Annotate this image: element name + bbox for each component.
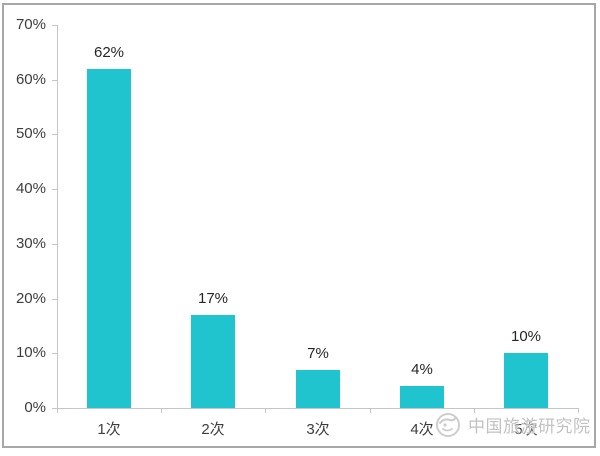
y-axis-tick (52, 353, 57, 354)
y-axis-tick-label: 30% (15, 235, 46, 252)
bar-value-label: 7% (307, 345, 329, 362)
y-axis-tick-label: 40% (15, 180, 46, 197)
bar (296, 370, 340, 408)
y-axis-line (57, 25, 58, 408)
x-axis-category-label: 1次 (97, 421, 121, 438)
watermark-text: 中国旅游研究院 (468, 416, 591, 436)
y-axis-tick-label: 10% (15, 344, 46, 361)
y-axis-tick (52, 189, 57, 190)
x-axis-line (57, 408, 578, 409)
x-axis-category-label: 4次 (410, 421, 434, 438)
y-axis-tick (52, 25, 57, 26)
y-axis-tick-label: 60% (15, 71, 46, 88)
x-axis-tick (161, 408, 162, 413)
y-axis-tick-label: 0% (24, 399, 46, 416)
x-axis-tick (578, 408, 579, 413)
bar-value-label: 62% (93, 44, 125, 61)
bar (504, 353, 548, 408)
y-axis-tick (52, 408, 57, 409)
y-axis-tick-label: 20% (15, 290, 46, 307)
y-axis-tick-label: 70% (15, 16, 46, 33)
x-axis-category-label: 3次 (306, 421, 330, 438)
y-axis-tick-label: 50% (15, 125, 46, 142)
x-axis-category-label: 2次 (201, 421, 225, 438)
y-axis-tick (52, 134, 57, 135)
y-axis-tick (52, 244, 57, 245)
x-axis-tick (474, 408, 475, 413)
x-axis-tick (370, 408, 371, 413)
bar-value-label: 10% (510, 328, 542, 345)
watermark: 中国旅游研究院 (433, 409, 591, 439)
bar-value-label: 4% (411, 361, 433, 378)
bar (400, 386, 444, 408)
y-axis-tick (52, 80, 57, 81)
x-axis-tick (57, 408, 58, 413)
x-axis-tick (265, 408, 266, 413)
bar (191, 315, 235, 408)
china-tourism-academy-logo-icon (436, 413, 460, 437)
y-axis-tick (52, 299, 57, 300)
x-axis-category-label: 5次 (514, 421, 538, 438)
bar-value-label: 17% (197, 290, 229, 307)
bar (87, 69, 131, 408)
